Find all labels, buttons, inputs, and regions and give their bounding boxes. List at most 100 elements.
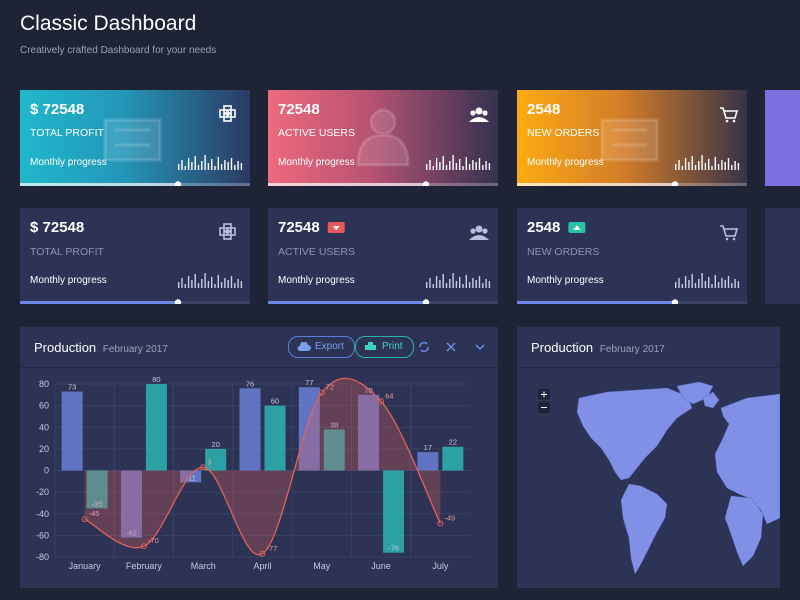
y-tick-label: -80 [36, 552, 49, 562]
y-tick-label: -60 [36, 530, 49, 540]
sparkline-bar [237, 161, 239, 170]
card-value: 2548 [527, 101, 561, 118]
bar [442, 446, 464, 471]
progress-handle [422, 299, 430, 304]
sparkline-bar [459, 277, 461, 288]
card-value: 2548 [527, 219, 561, 236]
sparkline-bar [684, 158, 687, 170]
data-label: -49 [444, 513, 455, 522]
export-button[interactable]: Export [288, 336, 355, 358]
sparkline-bar [694, 283, 697, 288]
sparkline-bar [217, 275, 219, 288]
stat-card[interactable]: 2548 NEW ORDERS Monthly progress [517, 208, 747, 304]
data-label: 17 [424, 443, 432, 452]
x-tick-label: July [432, 561, 449, 571]
card-label: ACTIVE USERS [278, 127, 356, 139]
sparkline-bar [207, 281, 210, 288]
sparkline-bar [230, 158, 233, 170]
data-label: 38 [330, 420, 338, 429]
icon [720, 225, 739, 237]
y-tick-label: -20 [36, 487, 49, 497]
sparkline-bar [478, 158, 481, 170]
icon [223, 105, 232, 114]
sparkline-bar [191, 280, 193, 288]
sparkline-bar [724, 280, 726, 288]
sparkline-bar [181, 278, 183, 288]
panel-header: Production February 2017 [34, 340, 168, 355]
sparkline-bar [429, 278, 431, 288]
line-point [437, 520, 444, 527]
sparkline-bar [717, 282, 720, 288]
data-label: 60 [271, 397, 279, 406]
bar [145, 384, 167, 471]
y-tick-label: 40 [39, 422, 49, 432]
stat-card[interactable]: 2548 NEW ORDERS Monthly progress [517, 90, 747, 186]
icon [732, 237, 736, 241]
card-value: $ 72548 [30, 101, 85, 118]
bar [417, 452, 439, 471]
card-graphics [268, 222, 498, 304]
sparkline-bar [439, 280, 441, 288]
panel-tools[interactable] [418, 341, 488, 353]
card-watermark [600, 118, 659, 162]
sparkline-bar [698, 161, 700, 170]
sparkline-bar [485, 161, 487, 170]
icon [469, 235, 489, 240]
card-watermark [356, 108, 410, 167]
bar [120, 470, 142, 538]
sparkline-bar [721, 278, 723, 288]
panel-header: Production February 2017 [531, 340, 665, 355]
stat-card[interactable]: 72548 ACTIVE USERS Monthly progress [268, 90, 498, 186]
sparkline-bar [237, 279, 239, 288]
data-label: 76 [246, 379, 254, 388]
x-tick-label: January [69, 561, 102, 571]
data-label: 72 [326, 383, 334, 392]
sparkline-bar [475, 162, 477, 170]
y-tick-label: 80 [39, 379, 49, 389]
sparkline-bar [187, 158, 190, 170]
sparkline-bar [435, 276, 438, 288]
sparkline-bar [724, 162, 726, 170]
sparkline-bar [698, 279, 700, 288]
sparkline-bar [734, 161, 736, 170]
sparkline-bar [194, 274, 196, 288]
sparkline-bar [455, 163, 458, 170]
sparkline-bar [184, 284, 186, 288]
stat-card[interactable]: $ 72548 TOTAL PROFIT Monthly progress [20, 208, 250, 304]
panel-title: Production [531, 340, 594, 355]
x-tick-label: March [191, 561, 216, 571]
button-label: Export [315, 341, 344, 352]
bar [383, 470, 405, 553]
card-clipped[interactable] [765, 90, 800, 186]
sparkline-bar [452, 155, 454, 170]
sparkline-bar [201, 161, 203, 170]
panel-subtitle: February 2017 [599, 344, 665, 355]
progress-fill [517, 183, 675, 186]
card-footer: Monthly progress [30, 275, 107, 286]
stat-card[interactable]: 72548 ACTIVE USERS Monthly progress [268, 208, 498, 304]
stat-card[interactable]: $ 72548 TOTAL PROFIT Monthly progress [20, 90, 250, 186]
card-label: TOTAL PROFIT [30, 127, 104, 139]
line-point [140, 543, 147, 550]
sparkline-bar [426, 164, 428, 170]
sparkline-bar [240, 163, 243, 170]
map-panel: Production February 2017 [517, 327, 780, 588]
sparkline-bar [426, 282, 428, 288]
sparkline-bar [184, 166, 186, 170]
progress-handle [174, 181, 182, 186]
icon [720, 107, 739, 119]
sparkline-bar [181, 160, 183, 170]
y-tick-label: 60 [39, 401, 49, 411]
sparkline-bar [714, 157, 716, 170]
print-button[interactable]: Print [355, 336, 414, 358]
sparkline-bar [204, 273, 206, 288]
sparkline-bar [462, 166, 464, 170]
panel-title: Production [34, 340, 97, 355]
sparkline-bar [704, 281, 707, 288]
progress-fill [268, 183, 426, 186]
sparkline-bar [694, 165, 697, 170]
chart: -80 -60 -40 -20 0 20 40 60 80 January February Marc… [36, 375, 470, 571]
card-clipped[interactable] [765, 208, 800, 304]
progress-handle [174, 299, 182, 304]
